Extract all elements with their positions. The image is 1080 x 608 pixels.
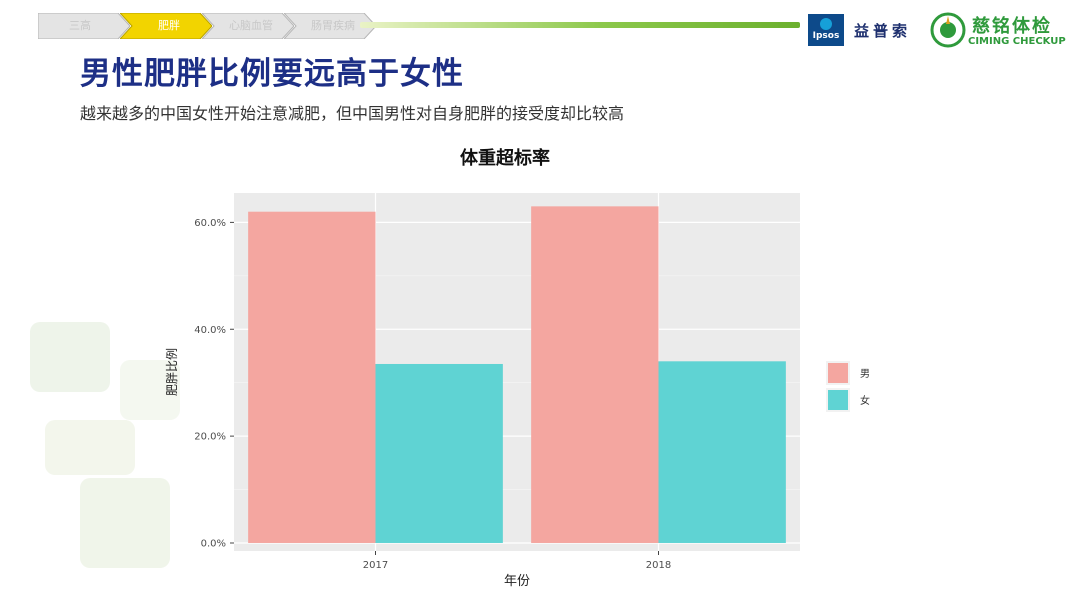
nav-step-label: 肥胖: [158, 19, 180, 32]
background-decoration: [30, 322, 110, 392]
background-decoration: [45, 420, 135, 475]
bar-2018-男: [531, 206, 659, 543]
background-decoration: [120, 360, 180, 420]
background-decoration: [80, 478, 170, 568]
bar-2017-女: [375, 363, 503, 543]
x-tick-label: 2018: [646, 560, 671, 571]
y-tick-label: 40.0%: [194, 325, 226, 336]
chart-title: 体重超标率: [460, 148, 550, 169]
nav-step-gastrointestinal[interactable]: 肠胃疾病: [284, 13, 376, 39]
section-breadcrumb: 三高 肥胖 心脑血管 肠胃疾病: [38, 13, 378, 39]
legend-label: 男: [860, 368, 870, 380]
y-tick-label: 20.0%: [194, 432, 226, 443]
bar-2017-男: [248, 211, 376, 543]
ciming-chinese-name: 慈铭体检: [972, 16, 1052, 37]
nav-step-hypertension[interactable]: 三高: [38, 13, 130, 39]
ciming-english-name: CIMING CHECKUP: [968, 36, 1066, 47]
nav-step-label: 三高: [69, 19, 91, 32]
ipsos-chinese-name: 益普索: [854, 22, 912, 40]
plot-panel: [234, 193, 800, 551]
y-tick-label: 60.0%: [194, 218, 226, 229]
header-accent-bar: [360, 22, 800, 28]
bar-2018-女: [658, 361, 786, 543]
page-title: 男性肥胖比例要远高于女性: [80, 56, 464, 92]
nav-step-label: 心脑血管: [229, 19, 273, 32]
nav-step-obesity[interactable]: 肥胖: [120, 13, 212, 39]
page-subtitle: 越来越多的中国女性开始注意减肥，但中国男性对自身肥胖的接受度却比较高: [80, 104, 625, 123]
ipsos-logo-mark: [820, 18, 832, 30]
x-tick-label: 2017: [363, 560, 388, 571]
legend-key-bg: [826, 361, 850, 385]
legend-key-bg: [826, 388, 850, 412]
legend-swatch-男: [828, 363, 848, 383]
ciming-logo-icon: [930, 12, 966, 48]
nav-step-cardiovascular[interactable]: 心脑血管: [202, 13, 294, 39]
legend-swatch-女: [828, 390, 848, 410]
x-axis-label: 年份: [504, 574, 530, 589]
y-tick-label: 0.0%: [201, 538, 226, 549]
legend-label: 女: [860, 394, 870, 407]
nav-step-label: 肠胃疾病: [311, 19, 355, 32]
